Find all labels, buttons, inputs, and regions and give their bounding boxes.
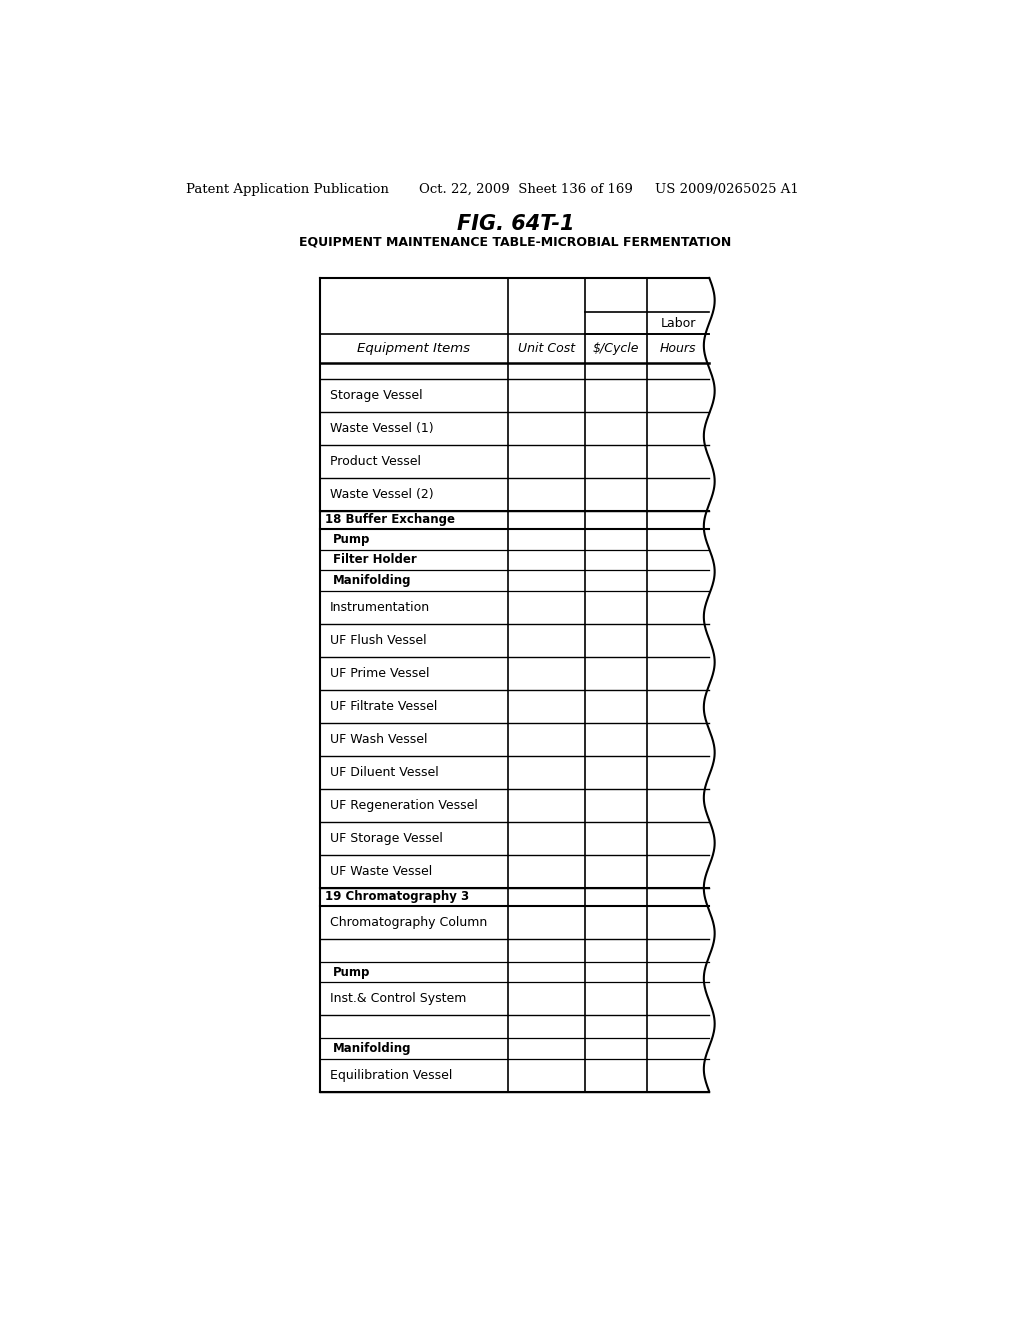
Text: UF Flush Vessel: UF Flush Vessel <box>330 634 426 647</box>
Text: Equilibration Vessel: Equilibration Vessel <box>330 1069 452 1081</box>
Text: Storage Vessel: Storage Vessel <box>330 388 422 401</box>
Text: 18 Buffer Exchange: 18 Buffer Exchange <box>325 513 455 527</box>
Text: UF Waste Vessel: UF Waste Vessel <box>330 865 432 878</box>
Text: Filter Holder: Filter Holder <box>333 553 417 566</box>
Text: US 2009/0265025 A1: US 2009/0265025 A1 <box>655 183 799 197</box>
Text: UF Filtrate Vessel: UF Filtrate Vessel <box>330 700 437 713</box>
Text: Instrumentation: Instrumentation <box>330 601 430 614</box>
Text: UF Prime Vessel: UF Prime Vessel <box>330 667 429 680</box>
Text: FIG. 64T-1: FIG. 64T-1 <box>457 214 574 234</box>
Text: UF Wash Vessel: UF Wash Vessel <box>330 733 427 746</box>
Text: Waste Vessel (2): Waste Vessel (2) <box>330 487 433 500</box>
Text: Inst.& Control System: Inst.& Control System <box>330 993 466 1006</box>
Text: Waste Vessel (1): Waste Vessel (1) <box>330 421 433 434</box>
Text: Product Vessel: Product Vessel <box>330 454 421 467</box>
Text: Manifolding: Manifolding <box>333 1041 411 1055</box>
Text: Patent Application Publication: Patent Application Publication <box>186 183 389 197</box>
Text: Unit Cost: Unit Cost <box>518 342 575 355</box>
Text: UF Regeneration Vessel: UF Regeneration Vessel <box>330 799 477 812</box>
Text: EQUIPMENT MAINTENANCE TABLE-MICROBIAL FERMENTATION: EQUIPMENT MAINTENANCE TABLE-MICROBIAL FE… <box>299 235 731 248</box>
Text: Chromatography Column: Chromatography Column <box>330 916 486 929</box>
Bar <box>321 887 710 906</box>
Text: Pump: Pump <box>333 966 370 978</box>
Text: Manifolding: Manifolding <box>333 574 411 587</box>
Text: Labor: Labor <box>660 317 696 330</box>
Text: Equipment Items: Equipment Items <box>357 342 470 355</box>
Text: 19 Chromatography 3: 19 Chromatography 3 <box>325 891 469 903</box>
Text: UF Diluent Vessel: UF Diluent Vessel <box>330 766 438 779</box>
Text: UF Storage Vessel: UF Storage Vessel <box>330 832 442 845</box>
Text: $/Cycle: $/Cycle <box>593 342 640 355</box>
Text: Hours: Hours <box>660 342 696 355</box>
Bar <box>321 511 710 529</box>
Text: Pump: Pump <box>333 533 370 546</box>
Text: Oct. 22, 2009  Sheet 136 of 169: Oct. 22, 2009 Sheet 136 of 169 <box>419 183 633 197</box>
